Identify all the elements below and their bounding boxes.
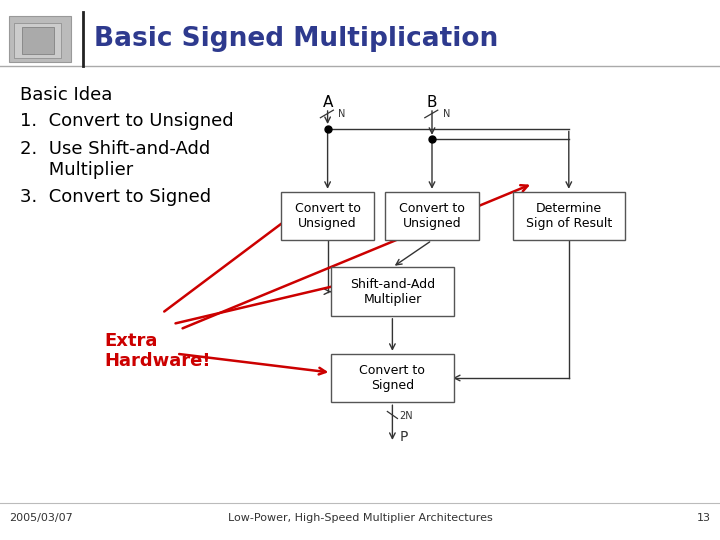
Text: 1.  Convert to Unsigned: 1. Convert to Unsigned	[20, 112, 234, 131]
Text: 2005/03/07: 2005/03/07	[9, 514, 73, 523]
Text: Multiplier: Multiplier	[20, 161, 133, 179]
Text: 3.  Convert to Signed: 3. Convert to Signed	[20, 188, 211, 206]
Bar	[9, 16, 71, 62]
Text: N: N	[338, 110, 346, 119]
Bar	[513, 192, 625, 240]
Text: A: A	[323, 95, 333, 110]
Bar	[385, 192, 479, 240]
Text: Basic Idea: Basic Idea	[20, 85, 112, 104]
Bar	[331, 267, 454, 316]
Text: P: P	[400, 430, 408, 444]
Text: 2.  Use Shift-and-Add: 2. Use Shift-and-Add	[20, 139, 210, 158]
Bar	[22, 27, 54, 54]
Bar	[281, 192, 374, 240]
Bar	[14, 23, 61, 58]
Text: N: N	[443, 110, 450, 119]
Text: 2N: 2N	[400, 411, 413, 421]
Text: Convert to
Signed: Convert to Signed	[359, 364, 426, 392]
Text: Low-Power, High-Speed Multiplier Architectures: Low-Power, High-Speed Multiplier Archite…	[228, 514, 492, 523]
Bar	[331, 354, 454, 402]
Text: B: B	[427, 95, 437, 110]
Text: Extra
Hardware!: Extra Hardware!	[104, 332, 211, 370]
Text: Basic Signed Multiplication: Basic Signed Multiplication	[94, 26, 498, 52]
Text: Shift-and-Add
Multiplier: Shift-and-Add Multiplier	[350, 278, 435, 306]
Text: Convert to
Unsigned: Convert to Unsigned	[399, 202, 465, 230]
Text: 13: 13	[697, 514, 711, 523]
Text: Convert to
Unsigned: Convert to Unsigned	[294, 202, 361, 230]
Text: Determine
Sign of Result: Determine Sign of Result	[526, 202, 612, 230]
